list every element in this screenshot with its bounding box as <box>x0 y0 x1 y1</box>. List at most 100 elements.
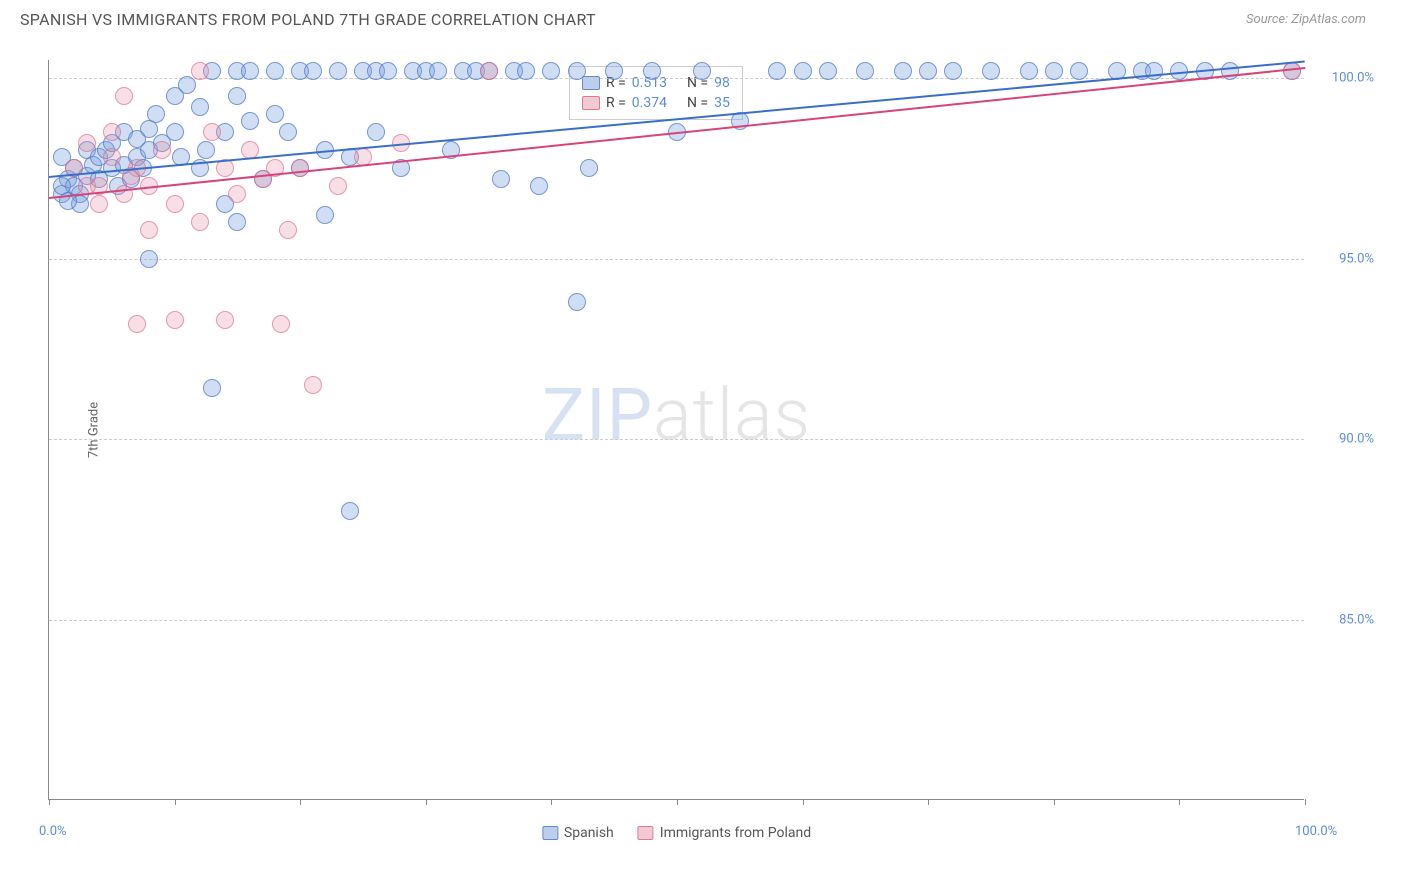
data-point <box>944 62 962 80</box>
data-point <box>316 206 334 224</box>
x-tick <box>175 799 176 805</box>
gridline <box>49 259 1304 260</box>
data-point <box>241 112 259 130</box>
data-point <box>279 221 297 239</box>
x-tick <box>803 799 804 805</box>
data-point <box>1045 62 1063 80</box>
data-point <box>819 62 837 80</box>
data-point <box>115 87 133 105</box>
gridline <box>49 439 1304 440</box>
chart-container: 7th Grade ZIPatlas R =0.513N =98R =0.374… <box>48 60 1378 800</box>
data-point <box>191 98 209 116</box>
y-tick-label: 95.0% <box>1314 251 1374 266</box>
gridline <box>49 620 1304 621</box>
x-tick <box>1305 799 1306 805</box>
y-tick-label: 85.0% <box>1314 612 1374 627</box>
legend-n-value: 35 <box>714 95 730 111</box>
data-point <box>228 87 246 105</box>
legend-swatch-icon <box>542 826 558 840</box>
data-point <box>90 195 108 213</box>
data-point <box>153 141 171 159</box>
y-tick-label: 90.0% <box>1314 432 1374 447</box>
data-point <box>241 62 259 80</box>
data-point <box>341 502 359 520</box>
series-name: Immigrants from Poland <box>660 825 811 841</box>
data-point <box>1020 62 1038 80</box>
data-point <box>266 62 284 80</box>
y-tick-label: 100.0% <box>1314 71 1374 86</box>
data-point <box>856 62 874 80</box>
data-point <box>982 62 1000 80</box>
data-point <box>147 105 165 123</box>
data-point <box>279 123 297 141</box>
series-legend-item: Spanish <box>542 825 614 841</box>
data-point <box>643 62 661 80</box>
data-point <box>197 141 215 159</box>
data-point <box>1070 62 1088 80</box>
x-tick <box>928 799 929 805</box>
x-tick <box>49 799 50 805</box>
chart-header: SPANISH VS IMMIGRANTS FROM POLAND 7TH GR… <box>0 0 1406 39</box>
data-point <box>166 123 184 141</box>
data-point <box>517 62 535 80</box>
plot-area: ZIPatlas R =0.513N =98R =0.374N =35 Span… <box>48 60 1304 800</box>
data-point <box>178 76 196 94</box>
data-point <box>894 62 912 80</box>
data-point <box>203 379 221 397</box>
data-point <box>272 315 290 333</box>
data-point <box>140 250 158 268</box>
data-point <box>166 311 184 329</box>
x-tick <box>551 799 552 805</box>
data-point <box>115 185 133 203</box>
data-point <box>429 62 447 80</box>
data-point <box>492 170 510 188</box>
data-point <box>166 195 184 213</box>
x-tick <box>677 799 678 805</box>
x-tick <box>426 799 427 805</box>
x-tick <box>1179 799 1180 805</box>
data-point <box>228 185 246 203</box>
data-point <box>304 376 322 394</box>
data-point <box>530 177 548 195</box>
data-point <box>103 148 121 166</box>
data-point <box>367 123 385 141</box>
x-tick <box>1054 799 1055 805</box>
watermark-atlas: atlas <box>653 372 811 457</box>
data-point <box>103 123 121 141</box>
data-point <box>203 123 221 141</box>
data-point <box>304 62 322 80</box>
data-point <box>568 62 586 80</box>
legend-n-label: N = <box>687 95 708 111</box>
x-tick-label: 100.0% <box>1295 824 1337 839</box>
data-point <box>693 62 711 80</box>
watermark-zip: ZIP <box>542 372 653 457</box>
data-point <box>128 315 146 333</box>
watermark: ZIPatlas <box>542 372 811 457</box>
data-point <box>379 62 397 80</box>
chart-title: SPANISH VS IMMIGRANTS FROM POLAND 7TH GR… <box>20 10 596 29</box>
legend-r-label: R = <box>606 95 626 111</box>
legend-row: R = 0.374 N = 35 <box>582 93 730 113</box>
data-point <box>580 159 598 177</box>
data-point <box>78 134 96 152</box>
series-name: Spanish <box>564 825 614 841</box>
data-point <box>216 311 234 329</box>
data-point <box>266 105 284 123</box>
data-point <box>480 62 498 80</box>
series-legend: Spanish Immigrants from Poland <box>542 825 811 841</box>
data-point <box>329 62 347 80</box>
data-point <box>1145 62 1163 80</box>
legend-swatch-icon <box>638 826 654 840</box>
legend-r-value: 0.374 <box>632 95 667 111</box>
data-point <box>228 213 246 231</box>
x-tick <box>300 799 301 805</box>
data-point <box>794 62 812 80</box>
x-tick-label: 0.0% <box>39 824 67 839</box>
series-legend-item: Immigrants from Poland <box>638 825 811 841</box>
data-point <box>291 159 309 177</box>
data-point <box>605 62 623 80</box>
data-point <box>191 62 209 80</box>
data-point <box>768 62 786 80</box>
data-point <box>919 62 937 80</box>
data-point <box>329 177 347 195</box>
